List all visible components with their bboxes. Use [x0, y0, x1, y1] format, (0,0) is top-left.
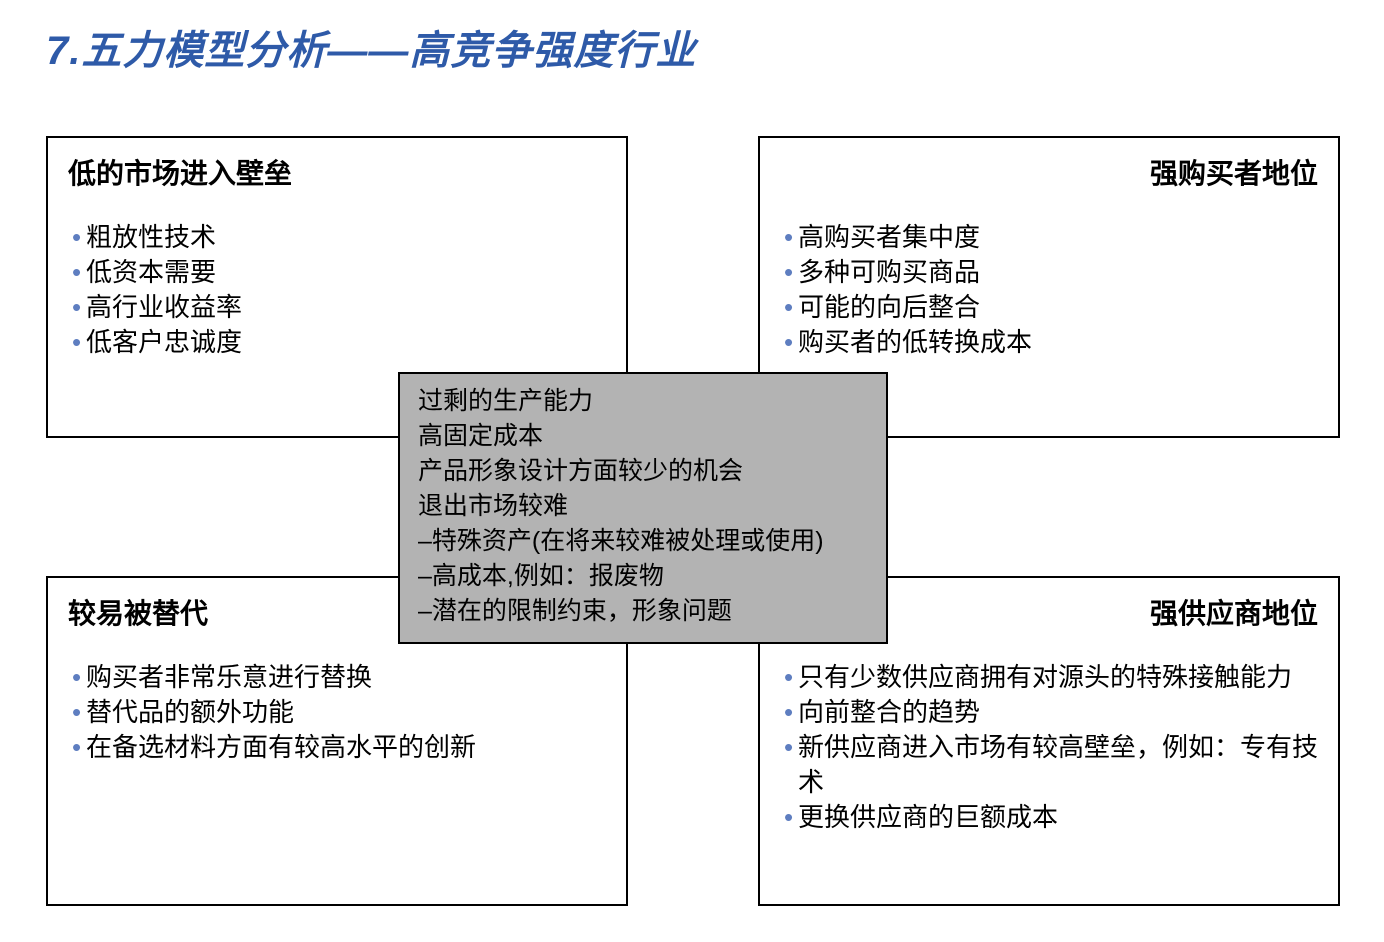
- box-center: 过剩的生产能力 高固定成本 产品形象设计方面较少的机会 退出市场较难 –特殊资产…: [398, 372, 888, 644]
- box-top-left-title: 低的市场进入壁垒: [68, 152, 606, 192]
- box-bottom-left-list: 购买者非常乐意进行替换 替代品的额外功能 在备选材料方面有较高水平的创新: [68, 660, 606, 765]
- list-item: 低客户忠诚度: [72, 325, 606, 360]
- box-top-right-title: 强购买者地位: [780, 152, 1318, 192]
- center-line: 高固定成本: [418, 419, 868, 454]
- box-bottom-right-list: 只有少数供应商拥有对源头的特殊接触能力 向前整合的趋势 新供应商进入市场有较高壁…: [780, 660, 1318, 835]
- list-item: 高购买者集中度: [784, 220, 1318, 255]
- center-line: 过剩的生产能力: [418, 384, 868, 419]
- list-item: 更换供应商的巨额成本: [784, 800, 1318, 835]
- list-item: 向前整合的趋势: [784, 695, 1318, 730]
- center-line: –高成本,例如：报废物: [418, 559, 868, 594]
- list-item: 粗放性技术: [72, 220, 606, 255]
- list-item: 在备选材料方面有较高水平的创新: [72, 730, 606, 765]
- list-item: 多种可购买商品: [784, 255, 1318, 290]
- list-item: 购买者的低转换成本: [784, 325, 1318, 360]
- box-top-right-list: 高购买者集中度 多种可购买商品 可能的向后整合 购买者的低转换成本: [780, 220, 1318, 360]
- center-line: –特殊资产(在将来较难被处理或使用): [418, 524, 868, 559]
- center-line: 退出市场较难: [418, 489, 868, 524]
- slide-title: 7.五力模型分析——高竞争强度行业: [46, 18, 696, 76]
- list-item: 替代品的额外功能: [72, 695, 606, 730]
- slide-page: 7.五力模型分析——高竞争强度行业 低的市场进入壁垒 粗放性技术 低资本需要 高…: [0, 0, 1384, 942]
- center-line: –潜在的限制约束，形象问题: [418, 594, 868, 629]
- list-item: 只有少数供应商拥有对源头的特殊接触能力: [784, 660, 1318, 695]
- list-item: 高行业收益率: [72, 290, 606, 325]
- list-item: 购买者非常乐意进行替换: [72, 660, 606, 695]
- list-item: 可能的向后整合: [784, 290, 1318, 325]
- list-item: 低资本需要: [72, 255, 606, 290]
- box-top-left-list: 粗放性技术 低资本需要 高行业收益率 低客户忠诚度: [68, 220, 606, 360]
- center-line: 产品形象设计方面较少的机会: [418, 454, 868, 489]
- list-item: 新供应商进入市场有较高壁垒，例如：专有技术: [784, 730, 1318, 800]
